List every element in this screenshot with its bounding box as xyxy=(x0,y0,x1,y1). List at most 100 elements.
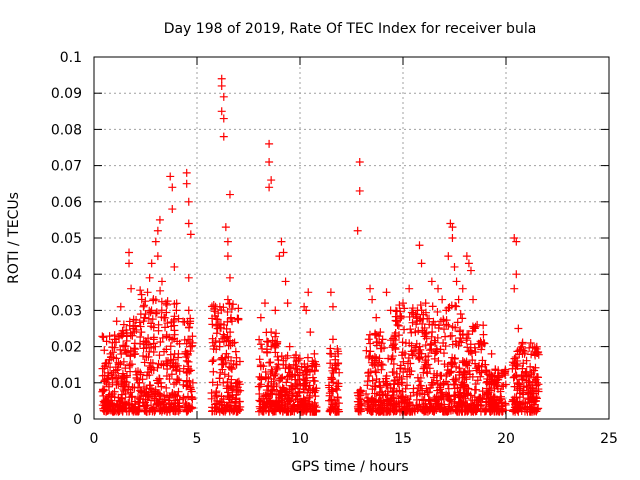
data-point xyxy=(450,358,459,367)
data-point xyxy=(496,392,505,401)
data-point xyxy=(217,405,226,414)
data-point xyxy=(400,325,409,334)
data-point xyxy=(179,394,188,403)
data-point xyxy=(234,386,243,395)
data-point xyxy=(156,337,165,346)
data-point xyxy=(365,372,374,381)
x-tick-labels: 0 5 10 15 20 25 xyxy=(90,431,618,447)
data-point xyxy=(417,259,426,268)
data-point xyxy=(149,296,158,305)
data-point xyxy=(525,343,534,352)
data-point xyxy=(405,284,414,293)
data-point xyxy=(375,381,384,390)
data-point xyxy=(426,399,435,408)
data-point xyxy=(257,374,266,383)
data-point xyxy=(371,329,380,338)
data-point xyxy=(302,382,311,391)
data-point xyxy=(413,306,422,315)
data-point xyxy=(110,335,119,344)
data-point xyxy=(285,342,294,351)
data-point xyxy=(184,306,193,315)
y-axis-label: ROTI / TECUs xyxy=(6,192,22,284)
data-point xyxy=(256,340,265,349)
data-point xyxy=(454,341,463,350)
data-point xyxy=(184,406,193,415)
data-point xyxy=(121,404,130,413)
data-point xyxy=(397,378,406,387)
data-point xyxy=(170,334,179,343)
data-point xyxy=(188,378,197,387)
data-point xyxy=(461,401,470,410)
data-point xyxy=(130,405,139,414)
data-point xyxy=(143,288,152,297)
data-point xyxy=(453,407,462,416)
data-point xyxy=(406,407,415,416)
data-point xyxy=(328,335,337,344)
data-point xyxy=(333,405,342,414)
data-point xyxy=(436,345,445,354)
data-point xyxy=(171,405,180,414)
data-point xyxy=(267,342,276,351)
data-point xyxy=(410,406,419,415)
data-point xyxy=(139,351,148,360)
data-point xyxy=(100,386,109,395)
data-point xyxy=(281,405,290,414)
data-point xyxy=(463,399,472,408)
data-point xyxy=(222,349,231,358)
data-point xyxy=(264,381,273,390)
data-point xyxy=(353,226,362,235)
data-point xyxy=(116,302,125,311)
data-point xyxy=(497,382,506,391)
data-point xyxy=(512,270,521,279)
data-point xyxy=(514,324,523,333)
data-point xyxy=(183,362,192,371)
data-point xyxy=(218,365,227,374)
data-point xyxy=(209,367,218,376)
data-point xyxy=(110,407,119,416)
data-point xyxy=(438,295,447,304)
data-point xyxy=(137,328,146,337)
data-point xyxy=(278,398,287,407)
data-point xyxy=(208,334,217,343)
data-point xyxy=(426,341,435,350)
y-tick-label: 0.06 xyxy=(51,195,82,211)
data-point xyxy=(125,259,134,268)
data-point xyxy=(144,314,153,323)
data-point xyxy=(308,373,317,382)
data-point xyxy=(135,318,144,327)
data-point xyxy=(265,396,274,405)
data-point xyxy=(217,392,226,401)
data-point xyxy=(219,378,228,387)
data-point xyxy=(411,328,420,337)
data-point xyxy=(223,237,232,246)
data-point xyxy=(267,328,276,337)
data-point xyxy=(125,393,134,402)
data-point xyxy=(395,301,404,310)
data-point xyxy=(137,290,146,299)
data-point xyxy=(414,383,423,392)
data-point xyxy=(446,219,455,228)
data-point xyxy=(158,406,167,415)
data-point xyxy=(182,179,191,188)
data-point xyxy=(515,393,524,402)
data-point xyxy=(213,380,222,389)
data-point xyxy=(234,304,243,313)
data-point xyxy=(118,382,127,391)
data-point xyxy=(130,327,139,336)
data-point xyxy=(155,351,164,360)
data-point xyxy=(136,332,145,341)
data-point xyxy=(521,399,530,408)
data-point xyxy=(333,359,342,368)
data-point xyxy=(186,342,195,351)
data-point xyxy=(425,320,434,329)
data-point xyxy=(436,371,445,380)
data-point xyxy=(211,302,220,311)
data-point xyxy=(184,219,193,228)
data-point xyxy=(153,252,162,261)
data-point xyxy=(282,378,291,387)
data-point xyxy=(131,400,140,409)
data-point xyxy=(219,303,228,312)
data-point xyxy=(455,397,464,406)
data-point xyxy=(468,322,477,331)
data-point xyxy=(355,400,364,409)
